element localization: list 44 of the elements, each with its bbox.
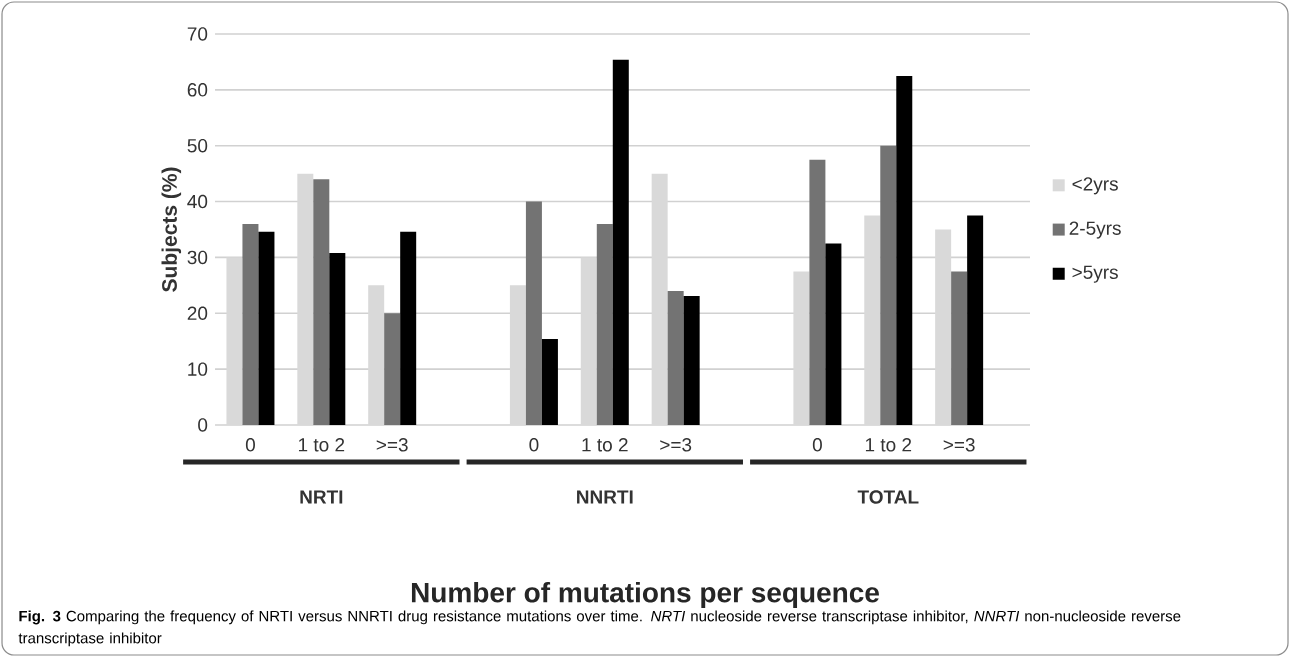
y-tick-label: 30 bbox=[187, 250, 208, 265]
bar bbox=[400, 231, 417, 425]
bar bbox=[809, 159, 826, 425]
bar bbox=[825, 243, 842, 425]
x-tick-label: 1 to 2 bbox=[298, 438, 345, 452]
bar bbox=[951, 271, 968, 425]
bar bbox=[683, 295, 700, 425]
y-tick-label: 70 bbox=[187, 27, 208, 41]
legend-label: 2-5yrs bbox=[1069, 221, 1121, 239]
bar bbox=[329, 252, 346, 425]
legend-label: <2yrs bbox=[1072, 177, 1118, 195]
y-tick-label: 10 bbox=[188, 362, 208, 376]
bar bbox=[667, 290, 684, 425]
y-tick-label: 60 bbox=[187, 83, 208, 97]
x-tick-label: 1 to 2 bbox=[865, 438, 912, 452]
x-tick-label: 1 to 2 bbox=[582, 438, 628, 452]
y-tick-label: 40 bbox=[187, 194, 208, 209]
bar bbox=[596, 223, 613, 425]
bar bbox=[612, 59, 629, 425]
bar bbox=[525, 201, 542, 425]
x-tick-label: >=3 bbox=[943, 438, 975, 452]
bar bbox=[384, 313, 401, 425]
y-tick-label: 50 bbox=[187, 138, 208, 153]
bar bbox=[313, 179, 330, 425]
y-tick-label: 0 bbox=[198, 418, 208, 432]
bar bbox=[967, 215, 984, 425]
text: Fig. 3 Comparing the frequency of NRTI versus NNRTI drug resistance mutations over time. NRTI nucleoside reverse transcriptase inhibitor, NNRTI non-nucleoside reverse transcriptase inhibitor bbox=[18, 610, 1181, 647]
bar bbox=[242, 223, 259, 425]
bar bbox=[880, 145, 897, 425]
x-tick-label: >=3 bbox=[376, 438, 408, 452]
bar bbox=[541, 338, 558, 425]
x-tick-label: 0 bbox=[529, 438, 539, 452]
x-tick-label: 0 bbox=[245, 438, 255, 452]
text: NNRTI bbox=[577, 490, 633, 504]
x-tick-label: 0 bbox=[812, 438, 822, 452]
y-axis-title: Subjects (%) bbox=[161, 167, 182, 292]
bar bbox=[258, 231, 275, 425]
text: NRTI bbox=[300, 490, 343, 504]
x-tick-label: >=3 bbox=[660, 438, 692, 452]
legend-label: >5yrs bbox=[1072, 265, 1118, 283]
bar bbox=[896, 75, 913, 425]
y-tick-label: 20 bbox=[187, 306, 208, 320]
text: TOTAL bbox=[857, 490, 919, 504]
x-axis-title: Number of mutations per sequence bbox=[411, 581, 879, 609]
